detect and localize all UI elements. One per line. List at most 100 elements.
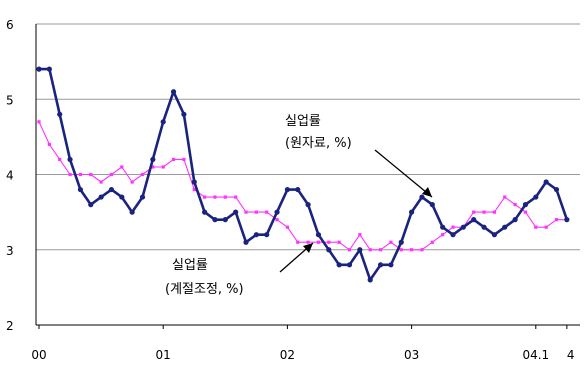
- data-point-adjusted: [358, 233, 362, 237]
- data-point-adjusted: [99, 180, 103, 184]
- x-tick-label: 04.1: [522, 348, 549, 362]
- data-point-raw: [471, 217, 477, 223]
- annotation-adjusted-arrowhead: [303, 243, 313, 253]
- y-tick-label: 3: [6, 244, 14, 258]
- data-point-adjusted: [327, 240, 331, 244]
- x-tick-label: 4: [567, 348, 575, 362]
- data-point-raw: [98, 194, 104, 200]
- data-point-adjusted: [203, 195, 207, 199]
- data-point-adjusted: [472, 210, 476, 214]
- data-point-adjusted: [492, 210, 496, 214]
- annotation-adjusted-subtitle: (계절조정, %): [165, 282, 244, 297]
- data-point-adjusted: [78, 172, 82, 177]
- annotation-raw-subtitle: (원자료, %): [285, 136, 352, 151]
- data-point-raw: [222, 217, 228, 223]
- x-tick-label: 01: [156, 348, 171, 362]
- data-point-adjusted: [399, 248, 403, 252]
- data-point-raw: [129, 209, 135, 215]
- data-point-raw: [388, 262, 394, 268]
- data-point-adjusted: [554, 218, 559, 222]
- x-axis-ticks: 00 01 02 03 04.1 4: [31, 325, 574, 362]
- series-adjusted: [37, 120, 569, 252]
- data-point-raw: [243, 239, 249, 245]
- data-point-adjusted: [109, 172, 114, 177]
- y-tick-label: 4: [6, 169, 14, 183]
- data-point-raw: [57, 111, 63, 117]
- data-point-adjusted: [275, 218, 279, 222]
- data-point-adjusted: [430, 240, 434, 244]
- series-line-raw: [39, 67, 569, 282]
- data-point-raw: [564, 217, 570, 223]
- data-point-raw: [46, 66, 52, 72]
- data-point-raw: [295, 186, 301, 193]
- y-tick-label: 6: [6, 18, 14, 32]
- y-axis-ticks: 2 3 4 5 6: [6, 18, 14, 333]
- data-point-adjusted: [171, 157, 176, 162]
- data-point-raw: [88, 202, 94, 208]
- data-point-raw: [460, 224, 466, 230]
- data-point-adjusted: [503, 195, 507, 199]
- data-point-adjusted: [451, 225, 455, 229]
- data-point-raw: [305, 202, 311, 208]
- data-point-raw: [326, 247, 332, 253]
- data-point-raw: [274, 209, 280, 215]
- annotation-adjusted-title: 실업률: [172, 258, 208, 273]
- data-point-adjusted: [306, 240, 310, 244]
- data-point-adjusted: [120, 165, 124, 169]
- data-point-adjusted: [420, 248, 424, 252]
- data-point-raw: [139, 194, 146, 200]
- data-point-raw: [533, 194, 539, 200]
- data-point-raw: [202, 209, 208, 215]
- data-point-adjusted: [161, 165, 165, 169]
- data-point-adjusted: [223, 195, 227, 199]
- series-lines: [36, 66, 570, 283]
- data-point-adjusted: [482, 210, 486, 214]
- data-point-raw: [170, 89, 177, 95]
- data-point-adjusted: [89, 172, 93, 177]
- data-point-adjusted: [410, 248, 414, 252]
- data-point-raw: [419, 194, 425, 200]
- data-point-adjusted: [130, 180, 134, 184]
- data-point-raw: [367, 277, 373, 283]
- data-point-adjusted: [47, 142, 51, 146]
- data-point-raw: [491, 232, 497, 238]
- x-tick-label: 03: [404, 348, 419, 362]
- annotation-raw-title: 실업률: [285, 114, 321, 129]
- data-point-adjusted: [441, 233, 445, 237]
- series-line-adjusted: [38, 121, 567, 251]
- data-point-raw: [357, 247, 363, 253]
- y-tick-label: 5: [6, 93, 14, 107]
- data-point-adjusted: [140, 172, 145, 177]
- data-point-adjusted: [534, 225, 538, 229]
- data-point-raw: [233, 209, 239, 215]
- data-point-raw: [119, 194, 125, 200]
- series-raw: [36, 66, 570, 283]
- data-point-raw: [284, 186, 290, 193]
- data-point-adjusted: [523, 210, 528, 214]
- data-point-raw: [253, 232, 259, 238]
- data-point-raw: [150, 156, 156, 163]
- data-point-raw: [181, 111, 187, 117]
- annotations: 실업률 (원자료, %) 실업률 (계절조정, %): [165, 114, 433, 297]
- data-point-adjusted: [378, 248, 383, 252]
- data-point-adjusted: [347, 248, 352, 252]
- data-point-raw: [336, 262, 342, 268]
- data-point-adjusted: [234, 195, 238, 199]
- data-point-raw: [481, 224, 487, 230]
- data-point-adjusted: [285, 225, 289, 229]
- data-point-adjusted: [58, 157, 62, 162]
- data-point-adjusted: [265, 210, 269, 214]
- data-point-adjusted: [337, 240, 341, 244]
- data-point-raw: [429, 202, 435, 208]
- x-tick-label: 02: [280, 348, 295, 362]
- data-point-raw: [543, 179, 549, 185]
- data-point-adjusted: [544, 225, 548, 229]
- data-point-adjusted: [389, 240, 393, 244]
- data-point-adjusted: [316, 240, 321, 244]
- data-point-raw: [512, 217, 518, 223]
- x-tick-label: 00: [31, 348, 46, 362]
- data-point-adjusted: [296, 240, 300, 244]
- data-point-adjusted: [37, 120, 41, 124]
- data-point-raw: [377, 262, 384, 268]
